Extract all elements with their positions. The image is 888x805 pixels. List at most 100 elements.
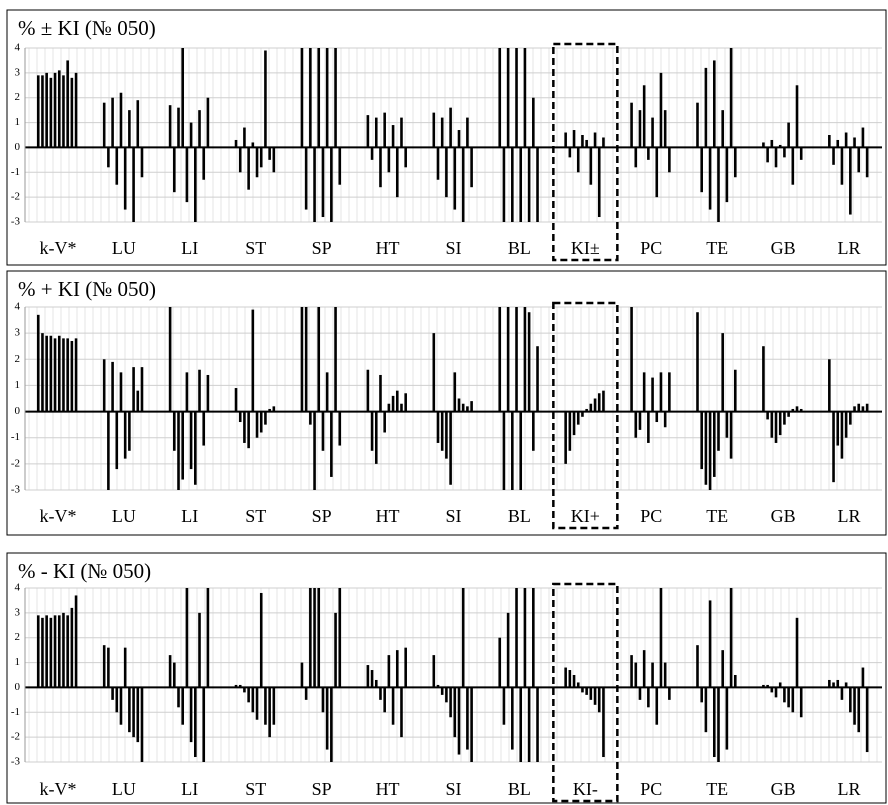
- bar: [857, 147, 861, 173]
- bar: [523, 48, 527, 148]
- bar: [445, 687, 448, 703]
- bar: [374, 679, 378, 688]
- bar: [168, 307, 172, 412]
- bar: [304, 687, 308, 700]
- bar: [844, 411, 848, 438]
- bar: [536, 687, 539, 762]
- bar: [861, 406, 865, 412]
- x-tick-label: LU: [112, 779, 136, 799]
- x-tick-label: ST: [245, 506, 266, 526]
- bar: [36, 75, 40, 148]
- bar: [366, 115, 370, 148]
- bar: [140, 147, 144, 178]
- bar: [115, 147, 119, 185]
- bar: [589, 687, 593, 700]
- bar: [593, 687, 597, 705]
- bar: [198, 369, 201, 412]
- bar: [712, 411, 716, 477]
- bar: [630, 655, 633, 688]
- bar: [585, 139, 588, 148]
- bar: [49, 77, 53, 148]
- bar: [717, 687, 720, 762]
- bar: [774, 411, 778, 443]
- bar: [313, 411, 316, 490]
- bar: [655, 147, 659, 198]
- bar: [173, 411, 176, 451]
- bar: [597, 393, 601, 412]
- bar: [668, 372, 671, 412]
- bar: [432, 333, 436, 412]
- bar: [168, 655, 172, 688]
- bar: [502, 147, 506, 222]
- bar: [404, 147, 407, 168]
- bar: [272, 687, 276, 725]
- bar: [766, 411, 769, 420]
- bar: [523, 307, 527, 412]
- bar: [387, 655, 391, 688]
- bar: [247, 687, 250, 703]
- bar: [321, 687, 325, 713]
- bar: [828, 679, 831, 688]
- bar: [325, 48, 329, 148]
- bar: [506, 612, 510, 688]
- x-tick-label: ST: [245, 238, 266, 258]
- bar: [383, 411, 386, 433]
- y-tick-label: 0: [15, 681, 21, 693]
- bar: [102, 359, 106, 412]
- bar: [259, 592, 263, 688]
- bar: [536, 346, 539, 412]
- bar: [762, 684, 765, 688]
- x-tick-label: PC: [640, 238, 662, 258]
- bar: [206, 588, 210, 688]
- chart-panel: % - KI (№ 050) -3 -2 -1 0 1 2 3 4 k-V* LU LI ST SP HT S…: [6, 552, 887, 804]
- bar: [795, 406, 799, 412]
- bar: [57, 70, 61, 148]
- y-tick-label: -2: [11, 457, 20, 469]
- bar: [634, 411, 638, 438]
- y-tick-label: -1: [11, 166, 20, 178]
- bar: [634, 147, 638, 168]
- x-tick-label: GB: [771, 506, 796, 526]
- bar: [259, 411, 263, 433]
- highlight-box: [552, 301, 619, 530]
- bar: [651, 377, 654, 412]
- bar: [844, 132, 848, 148]
- bar: [729, 588, 733, 688]
- bar: [564, 411, 567, 464]
- bar: [70, 77, 74, 148]
- bar: [272, 406, 276, 412]
- bar: [783, 411, 786, 425]
- bar: [181, 687, 185, 725]
- bar: [721, 650, 724, 688]
- bar: [111, 361, 114, 412]
- x-tick-label: HT: [376, 506, 400, 526]
- bar: [140, 687, 144, 762]
- bar: [338, 411, 342, 446]
- bar: [309, 48, 312, 148]
- bar: [527, 147, 531, 222]
- bar: [766, 684, 769, 688]
- bar: [189, 687, 193, 743]
- bar: [136, 100, 140, 148]
- y-tick-label: -3: [11, 756, 21, 768]
- bar: [527, 687, 531, 762]
- x-tick-label: ST: [245, 779, 266, 799]
- bar: [453, 687, 457, 738]
- bar: [317, 48, 321, 148]
- bar: [379, 147, 382, 188]
- bar: [268, 147, 271, 160]
- bar: [49, 617, 53, 688]
- bar: [733, 675, 737, 688]
- bar: [41, 333, 44, 412]
- bar: [696, 645, 699, 688]
- bar: [593, 398, 597, 412]
- bar: [74, 72, 78, 148]
- x-tick-label: KI+: [571, 506, 600, 526]
- bar: [778, 411, 782, 436]
- bar: [708, 411, 712, 490]
- bar: [370, 670, 374, 688]
- bar: [202, 411, 206, 446]
- bar: [589, 403, 593, 412]
- bar: [107, 147, 110, 168]
- bar: [57, 335, 61, 412]
